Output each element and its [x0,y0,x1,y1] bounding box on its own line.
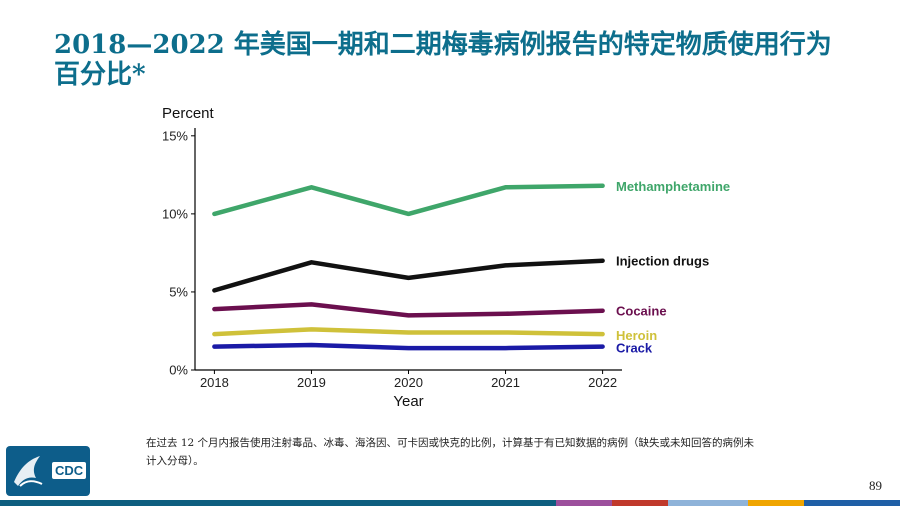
bottom-bar-segment [748,500,804,506]
bottom-bar-segment [612,500,668,506]
bottom-bar-segment [668,500,748,506]
slide-title: 2018—2022 年美国一期和二期梅毒病例报告的特定物质使用行为百分比* [54,30,832,90]
cdc-logo-text: CDC [52,462,87,479]
x-tick-label: 2019 [297,375,326,390]
page-number: 89 [869,478,882,493]
y-tick-label: 5% [169,284,188,299]
y-tick-label: 10% [162,206,188,221]
y-tick-label: 15% [162,128,188,143]
bottom-color-bar [0,500,900,506]
chart-axes: 0% 5% 10% 15% 2018 2019 2020 2021 2022 Percent Yea… [162,105,622,410]
x-tick-label: 2022 [588,375,617,390]
x-axis-title: Year [393,393,423,410]
series-label-crack: Crack [616,341,653,356]
series-line-crack [212,342,605,351]
series-label-heroin: Heroin [616,328,657,343]
series-label-cocaine: Cocaine [616,304,667,319]
footnote: 在过去 12 个月内报告使用注射毒品、冰毒、海洛因、可卡因或快克的比例，计算基于… [146,437,755,467]
series-line-methamphetamine [212,183,605,217]
bottom-bar-segment [556,500,612,506]
series-line-injection-drugs [212,258,605,293]
series-line-cocaine [212,302,605,318]
x-tick-label: 2021 [491,375,520,390]
series-line-heroin [212,327,605,337]
chart-series [212,183,605,351]
bottom-bar-segment [804,500,900,506]
bottom-bar-segment [320,500,556,506]
bottom-bar-segment [160,500,320,506]
series-label-methamphetamine: Methamphetamine [616,179,730,194]
hhs-eagle-icon [14,456,43,487]
y-axis-title: Percent [162,105,215,122]
y-tick-label: 0% [169,363,188,378]
x-tick-label: 2018 [200,375,229,390]
cdc-logo: CDC [6,446,90,496]
x-tick-label: 2020 [394,375,423,390]
series-label-injection-drugs: Injection drugs [616,254,709,269]
bottom-bar-segment [0,500,160,506]
chart-series-labels: Methamphetamine Injection drugs Cocaine Her… [616,179,730,356]
